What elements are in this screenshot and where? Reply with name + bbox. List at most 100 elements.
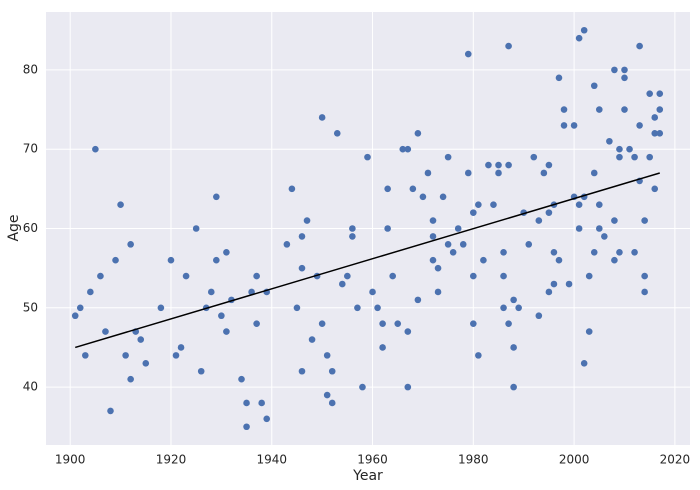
point bbox=[570, 122, 578, 129]
point bbox=[459, 241, 467, 248]
point bbox=[560, 106, 568, 113]
point bbox=[434, 264, 442, 272]
point bbox=[374, 304, 381, 312]
point bbox=[535, 312, 543, 320]
point bbox=[364, 153, 371, 161]
point bbox=[122, 352, 129, 359]
point bbox=[575, 201, 583, 209]
y-tick-label: 70 bbox=[23, 142, 38, 156]
point bbox=[611, 217, 618, 224]
point bbox=[298, 233, 306, 240]
point bbox=[238, 375, 245, 383]
x-tick-label: 1980 bbox=[458, 453, 489, 467]
point bbox=[636, 42, 643, 50]
point bbox=[258, 399, 265, 407]
point bbox=[298, 264, 306, 272]
point bbox=[560, 122, 568, 129]
point bbox=[585, 272, 593, 280]
point bbox=[192, 225, 200, 232]
point bbox=[137, 336, 145, 343]
point bbox=[404, 145, 412, 153]
x-tick-label: 1940 bbox=[256, 453, 287, 467]
point bbox=[606, 137, 613, 145]
point bbox=[510, 344, 517, 351]
point bbox=[555, 74, 563, 82]
point bbox=[656, 130, 664, 137]
point bbox=[71, 312, 79, 320]
point bbox=[550, 280, 558, 288]
point bbox=[182, 272, 190, 280]
point bbox=[339, 280, 346, 288]
point bbox=[646, 153, 653, 161]
point bbox=[328, 367, 336, 375]
point bbox=[480, 256, 487, 264]
point bbox=[439, 193, 447, 201]
point bbox=[575, 34, 583, 42]
point bbox=[454, 225, 462, 232]
point bbox=[404, 383, 412, 391]
point bbox=[490, 201, 497, 209]
point bbox=[359, 383, 366, 391]
point bbox=[641, 217, 648, 224]
point bbox=[303, 217, 311, 224]
point bbox=[379, 344, 386, 351]
point bbox=[616, 145, 623, 153]
point bbox=[505, 320, 512, 327]
point bbox=[328, 399, 336, 407]
point bbox=[213, 193, 220, 201]
y-tick-label: 40 bbox=[23, 380, 38, 394]
point bbox=[429, 217, 437, 224]
point bbox=[253, 272, 260, 280]
point bbox=[379, 320, 386, 327]
point bbox=[611, 66, 618, 74]
y-tick-label: 50 bbox=[23, 300, 38, 314]
point bbox=[464, 169, 472, 177]
x-tick-label: 1920 bbox=[156, 453, 187, 467]
point bbox=[76, 304, 84, 312]
point bbox=[167, 256, 175, 264]
y-axis-label: Age bbox=[6, 214, 22, 241]
point bbox=[601, 233, 608, 240]
point bbox=[626, 145, 633, 153]
point bbox=[419, 193, 427, 201]
point bbox=[318, 114, 326, 121]
point bbox=[550, 248, 558, 256]
point bbox=[349, 225, 356, 232]
point bbox=[389, 272, 396, 280]
point bbox=[631, 153, 638, 161]
point bbox=[197, 367, 205, 375]
point bbox=[590, 169, 598, 177]
point bbox=[530, 153, 538, 161]
point bbox=[117, 201, 124, 209]
point bbox=[414, 130, 422, 137]
point bbox=[177, 344, 185, 351]
point bbox=[470, 272, 477, 280]
point bbox=[97, 272, 104, 280]
point bbox=[243, 423, 250, 431]
point bbox=[636, 122, 643, 129]
point bbox=[540, 169, 548, 177]
point bbox=[621, 74, 628, 82]
point bbox=[112, 256, 119, 264]
point bbox=[323, 391, 331, 399]
point bbox=[283, 241, 291, 248]
point bbox=[323, 352, 331, 359]
point bbox=[500, 248, 507, 256]
point bbox=[253, 320, 260, 327]
point bbox=[651, 185, 659, 193]
point bbox=[641, 272, 648, 280]
point bbox=[475, 352, 482, 359]
point bbox=[308, 336, 316, 343]
point bbox=[394, 320, 402, 327]
point bbox=[92, 145, 99, 153]
point bbox=[500, 304, 507, 312]
y-tick-label: 80 bbox=[23, 62, 38, 76]
point bbox=[404, 328, 412, 335]
point bbox=[444, 153, 452, 161]
point bbox=[611, 256, 618, 264]
point bbox=[87, 288, 94, 296]
point bbox=[263, 415, 271, 423]
point bbox=[545, 161, 553, 169]
point bbox=[127, 241, 134, 248]
